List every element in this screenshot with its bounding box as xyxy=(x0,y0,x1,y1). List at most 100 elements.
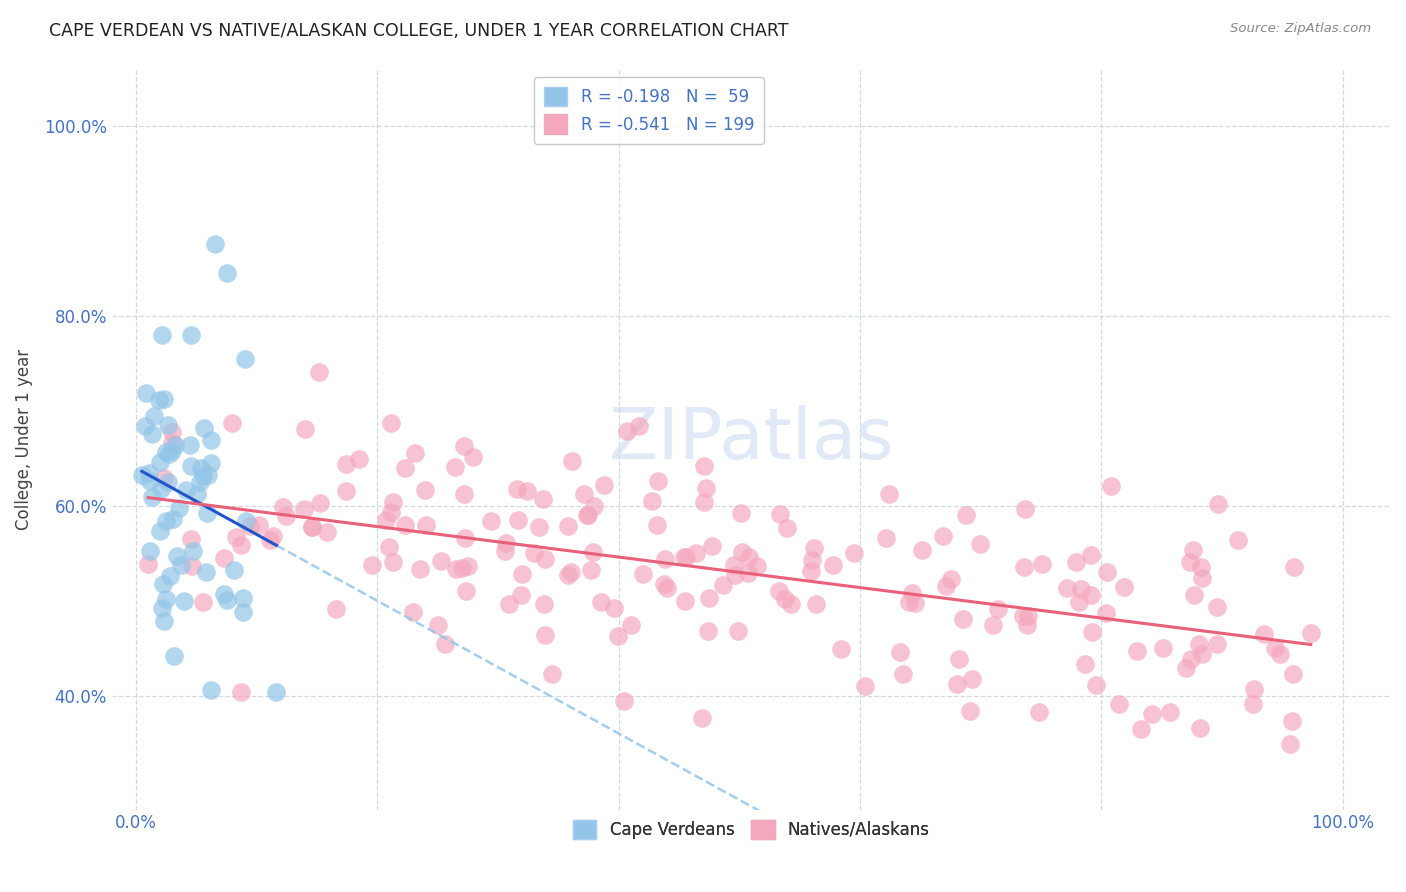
Point xyxy=(215,266,238,280)
Point xyxy=(153,614,176,628)
Point xyxy=(576,508,599,522)
Point xyxy=(239,519,262,533)
Point xyxy=(581,563,603,577)
Point xyxy=(948,652,970,666)
Point xyxy=(233,352,256,367)
Point xyxy=(149,455,172,469)
Point xyxy=(647,474,669,488)
Point xyxy=(773,592,796,607)
Point xyxy=(1191,647,1213,661)
Point xyxy=(1112,580,1135,594)
Point xyxy=(1189,559,1212,574)
Point xyxy=(932,528,955,542)
Point xyxy=(139,544,162,558)
Point xyxy=(301,519,323,533)
Point xyxy=(1282,559,1305,574)
Point xyxy=(780,597,803,611)
Legend: Cape Verdeans, Natives/Alaskans: Cape Verdeans, Natives/Alaskans xyxy=(567,814,936,846)
Point xyxy=(181,559,204,574)
Point xyxy=(603,600,626,615)
Point xyxy=(186,487,208,501)
Point xyxy=(380,505,402,519)
Point xyxy=(308,365,330,379)
Point xyxy=(141,427,163,442)
Point xyxy=(204,237,226,252)
Point xyxy=(426,618,449,632)
Point xyxy=(613,694,636,708)
Point xyxy=(193,421,215,435)
Point xyxy=(193,469,215,483)
Point xyxy=(274,508,297,523)
Point xyxy=(444,459,467,474)
Point xyxy=(800,565,823,579)
Point xyxy=(945,677,967,691)
Point xyxy=(1191,571,1213,585)
Point xyxy=(232,605,254,619)
Point xyxy=(1012,609,1035,624)
Point xyxy=(453,439,475,453)
Point xyxy=(583,499,606,513)
Point xyxy=(160,443,183,458)
Point xyxy=(654,551,676,566)
Point xyxy=(375,513,398,527)
Point xyxy=(1108,697,1130,711)
Point xyxy=(711,578,734,592)
Point xyxy=(408,562,430,576)
Point xyxy=(1206,637,1229,651)
Point xyxy=(135,385,157,400)
Point xyxy=(506,482,529,496)
Point xyxy=(378,540,401,554)
Point xyxy=(960,672,983,686)
Point xyxy=(461,450,484,464)
Point xyxy=(804,597,827,611)
Point xyxy=(335,457,357,471)
Point xyxy=(454,583,477,598)
Point xyxy=(904,597,927,611)
Point xyxy=(645,518,668,533)
Point xyxy=(498,598,520,612)
Point xyxy=(150,327,173,342)
Point xyxy=(803,541,825,555)
Point xyxy=(1012,560,1035,574)
Point xyxy=(1180,652,1202,666)
Point xyxy=(1028,705,1050,719)
Point xyxy=(737,566,759,581)
Point xyxy=(591,595,613,609)
Point xyxy=(1014,501,1036,516)
Point xyxy=(149,524,172,539)
Point xyxy=(180,458,202,473)
Point xyxy=(1074,657,1097,672)
Point xyxy=(830,641,852,656)
Point xyxy=(153,392,176,406)
Point xyxy=(891,667,914,681)
Point xyxy=(557,519,579,533)
Point xyxy=(727,624,749,639)
Point xyxy=(294,422,316,436)
Point xyxy=(1241,697,1264,711)
Point xyxy=(153,471,176,485)
Point xyxy=(453,487,475,501)
Point xyxy=(935,579,957,593)
Point xyxy=(1031,558,1053,572)
Point xyxy=(1126,643,1149,657)
Point xyxy=(212,587,235,601)
Point xyxy=(180,533,202,547)
Point xyxy=(1226,533,1249,548)
Point xyxy=(730,506,752,520)
Point xyxy=(495,536,517,550)
Text: CAPE VERDEAN VS NATIVE/ALASKAN COLLEGE, UNDER 1 YEAR CORRELATION CHART: CAPE VERDEAN VS NATIVE/ALASKAN COLLEGE, … xyxy=(49,22,789,40)
Point xyxy=(969,536,991,550)
Point xyxy=(1152,641,1174,656)
Point xyxy=(430,554,453,568)
Point xyxy=(1056,581,1078,595)
Point xyxy=(1095,606,1118,620)
Point xyxy=(1178,555,1201,569)
Point xyxy=(347,451,370,466)
Point xyxy=(685,546,707,560)
Point xyxy=(939,572,962,586)
Point xyxy=(222,563,245,577)
Point xyxy=(533,598,555,612)
Point xyxy=(695,481,717,495)
Point xyxy=(259,533,281,547)
Point xyxy=(221,417,243,431)
